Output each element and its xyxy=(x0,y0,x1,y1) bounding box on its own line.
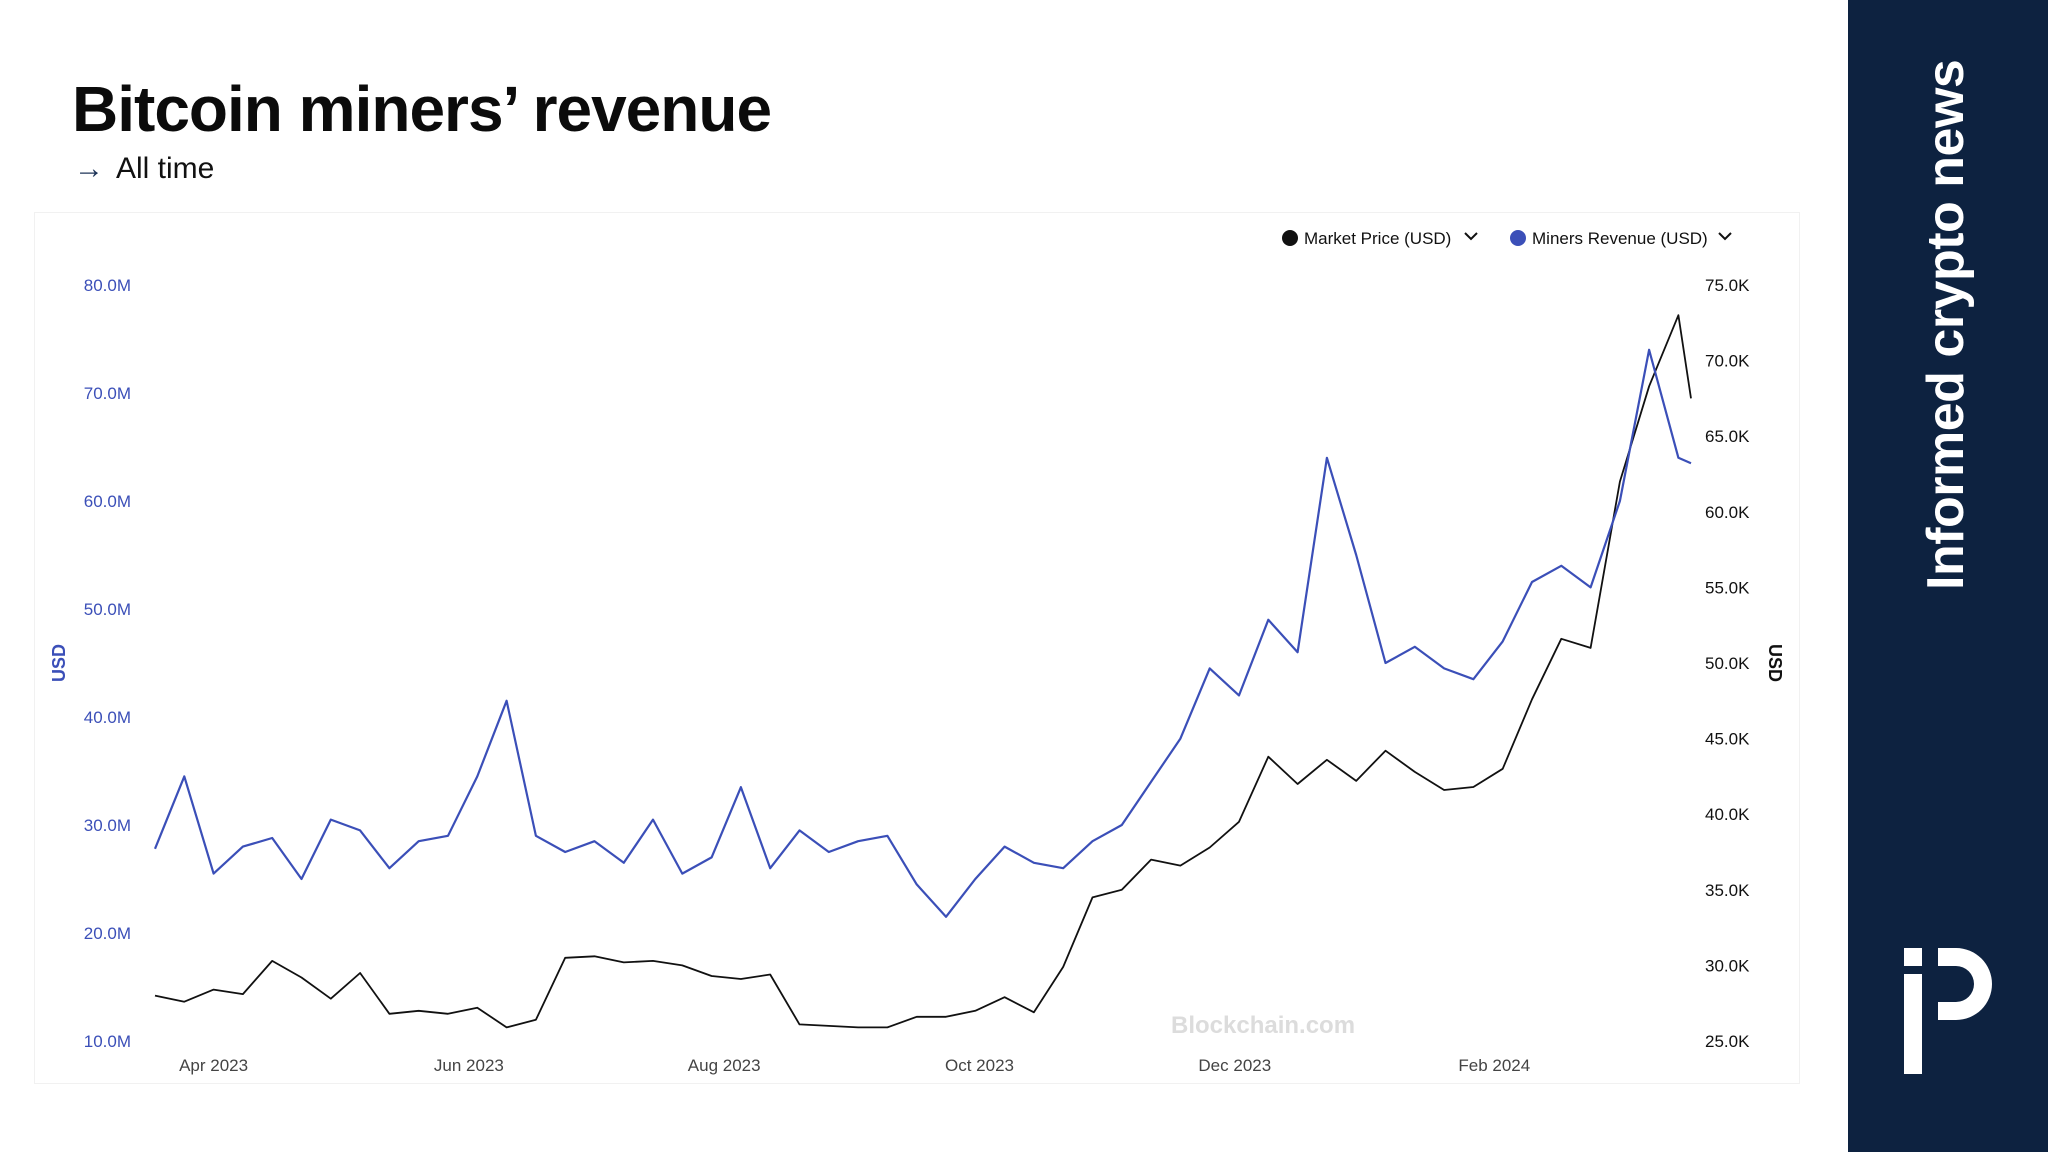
brand-logo-icon xyxy=(1904,948,1992,1074)
miners-revenue-line xyxy=(153,348,1692,918)
x-tick-label: Feb 2024 xyxy=(1458,1056,1530,1075)
left-tick-label: 10.0M xyxy=(84,1032,131,1051)
market-price-line xyxy=(154,314,1692,1029)
legend-dot-market-price xyxy=(1282,230,1298,246)
right-tick-label: 75.0K xyxy=(1705,276,1750,295)
left-tick-label: 20.0M xyxy=(84,924,131,943)
chart-card: Market Price (USD) Miners Revenue (USD) … xyxy=(34,212,1800,1084)
right-axis: 75.0K 70.0K 65.0K 60.0K 55.0K 50.0K 45.0K 40.0K… xyxy=(1705,276,1750,1051)
chevron-down-icon xyxy=(1464,232,1478,241)
x-axis: Apr 2023 Jun 2023 Aug 2023 Oct 2023 Dec 2023… xyxy=(179,1056,1530,1075)
right-tick-label: 70.0K xyxy=(1705,352,1750,371)
left-axis-label: USD xyxy=(49,644,69,682)
legend-item-miners-revenue[interactable]: Miners Revenue (USD) xyxy=(1510,229,1732,248)
left-tick-label: 60.0M xyxy=(84,492,131,511)
chart-legend: Market Price (USD) Miners Revenue (USD) xyxy=(1282,229,1732,248)
legend-label-market-price: Market Price (USD) xyxy=(1304,229,1451,248)
chevron-down-icon xyxy=(1718,232,1732,241)
legend-dot-miners-revenue xyxy=(1510,230,1526,246)
x-tick-label: Dec 2023 xyxy=(1198,1056,1271,1075)
arrow-right-icon: → xyxy=(74,152,104,185)
right-tick-label: 45.0K xyxy=(1705,730,1750,749)
left-tick-label: 50.0M xyxy=(84,600,131,619)
right-tick-label: 55.0K xyxy=(1705,578,1750,597)
legend-label-miners-revenue: Miners Revenue (USD) xyxy=(1532,229,1708,248)
x-tick-label: Oct 2023 xyxy=(945,1056,1014,1075)
time-range-text: All time xyxy=(116,152,215,185)
right-tick-label: 35.0K xyxy=(1705,881,1750,900)
x-tick-label: Aug 2023 xyxy=(688,1056,761,1075)
time-range-label[interactable]: → All time xyxy=(74,152,214,186)
right-axis-label: USD xyxy=(1765,644,1785,682)
chart-title: Bitcoin miners’ revenue xyxy=(72,73,772,145)
right-tick-label: 60.0K xyxy=(1705,503,1750,522)
x-tick-label: Jun 2023 xyxy=(434,1056,504,1075)
plot-lines xyxy=(153,314,1692,1029)
blockchain-watermark: Blockchain.com xyxy=(1171,1012,1355,1039)
right-tick-label: 30.0K xyxy=(1705,956,1750,975)
brand-tagline: Informed crypto news xyxy=(1917,59,1975,590)
left-tick-label: 70.0M xyxy=(84,384,131,403)
left-tick-label: 80.0M xyxy=(84,276,131,295)
x-tick-label: Apr 2023 xyxy=(179,1056,248,1075)
right-tick-label: 50.0K xyxy=(1705,654,1750,673)
left-tick-label: 30.0M xyxy=(84,816,131,835)
legend-item-market-price[interactable]: Market Price (USD) xyxy=(1282,229,1478,248)
chart-svg: Market Price (USD) Miners Revenue (USD) … xyxy=(49,229,1785,1075)
right-tick-label: 65.0K xyxy=(1705,427,1750,446)
right-tick-label: 40.0K xyxy=(1705,805,1750,824)
left-axis: 80.0M 70.0M 60.0M 50.0M 40.0M 30.0M 20.0M 10.0M xyxy=(84,276,131,1051)
right-tick-label: 25.0K xyxy=(1705,1032,1750,1051)
left-tick-label: 40.0M xyxy=(84,708,131,727)
